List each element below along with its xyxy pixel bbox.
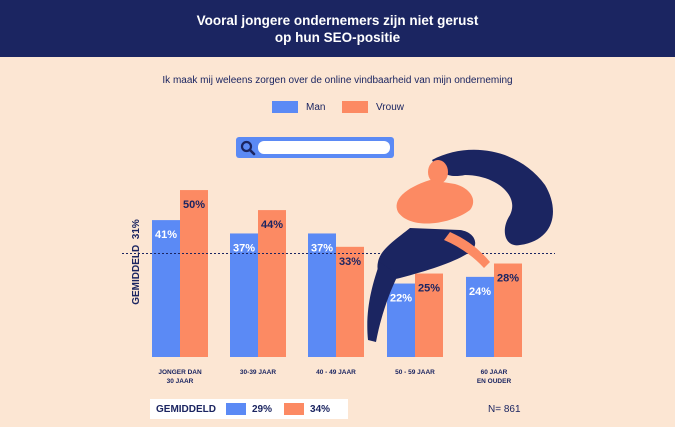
average-value: 31% <box>131 219 142 240</box>
category-label-0: JONGER DAN <box>158 369 202 376</box>
category-label-1: 30-39 JAAR <box>240 369 276 376</box>
data-label-vrouw-1: 44% <box>261 219 283 231</box>
header-banner: Vooral jongere ondernemers zijn niet ger… <box>0 0 675 57</box>
legend-label-man: Man <box>306 101 326 113</box>
search-icon <box>240 140 256 156</box>
search-bar-illustration <box>236 137 394 158</box>
category-label-4: 60 JAAR <box>481 369 508 376</box>
category-label-4: EN OUDER <box>477 378 512 385</box>
average-side-label: GEMIDDELD 31% <box>131 212 145 312</box>
bar-vrouw-3 <box>415 273 443 357</box>
bar-man-1 <box>230 233 258 357</box>
data-label-vrouw-2: 33% <box>339 256 361 268</box>
search-field <box>258 141 390 154</box>
data-label-man-3: 22% <box>390 293 412 305</box>
data-label-man-0: 41% <box>155 229 177 241</box>
average-label: GEMIDDELD <box>131 244 142 305</box>
footer-swatch-vrouw <box>284 403 305 415</box>
bar-man-3 <box>387 283 415 357</box>
bar-vrouw-0 <box>180 190 208 357</box>
data-label-vrouw-3: 25% <box>418 283 440 295</box>
title-line-1: Vooral jongere ondernemers zijn niet ger… <box>196 12 479 28</box>
bar-man-0 <box>152 220 180 357</box>
bar-vrouw-4 <box>494 263 522 357</box>
data-label-vrouw-0: 50% <box>183 199 205 211</box>
data-label-vrouw-4: 28% <box>497 273 519 285</box>
bar-vrouw-2 <box>336 246 364 357</box>
category-label-3: 50 - 59 JAAR <box>395 369 435 376</box>
category-label-0: 30 JAAR <box>167 378 194 385</box>
data-label-man-4: 24% <box>469 286 491 298</box>
woman-sitting-illustration <box>367 149 553 342</box>
legend-label-vrouw: Vrouw <box>376 101 404 113</box>
legend-man: Man <box>272 101 325 113</box>
footer-man-value: 29% <box>252 403 273 415</box>
sample-size: N= 861 <box>488 404 521 415</box>
legend-swatch-vrouw <box>342 101 368 113</box>
footer-average-label: GEMIDDELD <box>156 403 216 415</box>
bar-man-2 <box>308 233 336 357</box>
footer-average: GEMIDDELD 29% 34% <box>150 399 349 419</box>
category-label-2: 40 - 49 JAAR <box>316 369 356 376</box>
footer-vrouw-value: 34% <box>310 403 331 415</box>
legend-swatch-man <box>272 101 298 113</box>
footer-swatch-man <box>226 403 246 415</box>
chart-subtitle: Ik maak mij weleens zorgen over de onlin… <box>162 75 513 86</box>
bar-vrouw-1 <box>258 210 286 357</box>
title-line-2: op hun SEO-positie <box>274 29 401 45</box>
legend-vrouw: Vrouw <box>342 101 404 113</box>
data-label-man-1: 37% <box>233 242 255 254</box>
bar-man-4 <box>466 276 494 357</box>
data-label-man-2: 37% <box>311 242 333 254</box>
